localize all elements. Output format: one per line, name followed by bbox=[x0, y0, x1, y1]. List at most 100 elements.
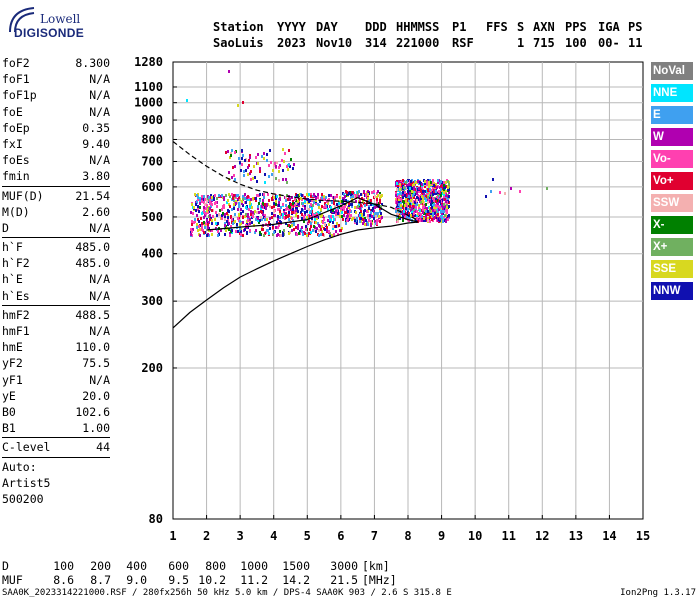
echo-point bbox=[257, 205, 259, 208]
echo-point bbox=[240, 230, 242, 233]
param-name: fxI bbox=[2, 136, 23, 151]
echo-point bbox=[490, 190, 492, 193]
muf-cell: 8.7 bbox=[90, 573, 111, 587]
echo-point bbox=[416, 203, 418, 206]
echo-point bbox=[224, 233, 226, 236]
param-row: MUF(D) 21.54 bbox=[2, 188, 110, 204]
echo-point bbox=[432, 214, 434, 217]
echo-point bbox=[245, 206, 247, 209]
echo-point bbox=[279, 197, 281, 200]
echo-point bbox=[372, 203, 374, 206]
echo-point bbox=[444, 186, 446, 189]
echo-point bbox=[278, 224, 280, 227]
echo-point bbox=[242, 210, 244, 213]
echo-point bbox=[283, 216, 285, 219]
echo-point bbox=[427, 201, 429, 204]
echo-point bbox=[199, 202, 201, 205]
param-name: C-level bbox=[2, 440, 51, 455]
echo-point bbox=[272, 193, 274, 196]
echo-point bbox=[373, 210, 375, 213]
echo-point bbox=[252, 197, 254, 200]
echo-point bbox=[409, 187, 411, 190]
echo-point bbox=[346, 219, 348, 222]
echo-point bbox=[445, 220, 447, 223]
echo-point bbox=[399, 183, 401, 186]
echo-point bbox=[290, 158, 292, 161]
echo-point bbox=[410, 183, 412, 186]
echo-point bbox=[204, 214, 206, 217]
echo-point bbox=[282, 234, 284, 237]
echo-point bbox=[203, 206, 205, 209]
x-tick-label: 10 bbox=[468, 529, 482, 543]
param-value: 0.35 bbox=[82, 120, 110, 135]
echo-point bbox=[395, 192, 397, 195]
echo-point bbox=[412, 205, 414, 208]
param-value: N/A bbox=[89, 272, 110, 287]
echo-point bbox=[342, 218, 344, 221]
param-row: foF2 8.300 bbox=[2, 55, 110, 71]
echo-point bbox=[221, 208, 223, 211]
echo-point bbox=[312, 213, 314, 216]
echo-point bbox=[203, 221, 205, 224]
echo-point bbox=[269, 149, 271, 152]
echo-point bbox=[260, 216, 262, 219]
echo-point bbox=[249, 156, 251, 159]
muf-cell: 1000 bbox=[240, 559, 268, 573]
header-label: AXN bbox=[533, 20, 555, 34]
echo-point bbox=[398, 180, 400, 183]
echo-point bbox=[288, 218, 290, 221]
echo-point bbox=[258, 211, 260, 214]
echo-point bbox=[222, 212, 224, 215]
echo-point bbox=[337, 212, 339, 215]
echo-point bbox=[369, 216, 371, 219]
muf-distance-table: D 100 200 400 600 800 1000 1500 3000 [km] MUF 8.6 8.… bbox=[2, 559, 397, 587]
echo-point bbox=[360, 193, 362, 196]
echo-point bbox=[434, 192, 436, 195]
param-value: N/A bbox=[89, 288, 110, 303]
muf-cell: 3000 bbox=[330, 559, 358, 573]
echo-point bbox=[410, 196, 412, 199]
logo-line2: DIGISONDE bbox=[14, 26, 85, 40]
echo-point bbox=[425, 195, 427, 198]
echo-point bbox=[421, 195, 423, 198]
echo-point bbox=[236, 223, 238, 226]
echo-point bbox=[256, 180, 258, 183]
echo-point bbox=[271, 216, 273, 219]
echo-point bbox=[350, 194, 352, 197]
echo-point bbox=[278, 201, 280, 204]
echo-point bbox=[447, 198, 449, 201]
param-separator bbox=[2, 437, 110, 439]
echo-point bbox=[297, 224, 299, 227]
echo-point bbox=[285, 222, 287, 225]
echo-point bbox=[263, 193, 265, 196]
echo-point bbox=[396, 212, 398, 215]
echo-point bbox=[288, 149, 290, 152]
echo-point bbox=[245, 201, 247, 204]
echo-point bbox=[422, 200, 424, 203]
echo-point bbox=[224, 213, 226, 216]
echo-point bbox=[268, 232, 270, 235]
echo-point bbox=[406, 205, 408, 208]
param-name: foF1p bbox=[2, 88, 37, 103]
echo-point bbox=[359, 220, 361, 223]
echo-point bbox=[202, 229, 204, 232]
echo-point bbox=[362, 200, 364, 203]
echo-point bbox=[264, 181, 266, 184]
echo-point bbox=[262, 213, 264, 216]
echo-point bbox=[274, 214, 276, 217]
echo-point bbox=[441, 210, 443, 213]
echo-point bbox=[231, 218, 233, 221]
echo-point bbox=[445, 196, 447, 199]
echo-point bbox=[364, 217, 366, 220]
echo-point bbox=[406, 184, 408, 187]
param-name: D bbox=[2, 220, 9, 235]
echo-point bbox=[251, 206, 253, 209]
echo-point bbox=[273, 231, 275, 234]
echo-point bbox=[259, 233, 261, 236]
echo-point bbox=[335, 210, 337, 213]
echo-point bbox=[266, 159, 268, 162]
echo-point bbox=[316, 215, 318, 218]
echo-point bbox=[298, 198, 300, 201]
echo-point bbox=[370, 199, 372, 202]
echo-point bbox=[433, 217, 435, 220]
